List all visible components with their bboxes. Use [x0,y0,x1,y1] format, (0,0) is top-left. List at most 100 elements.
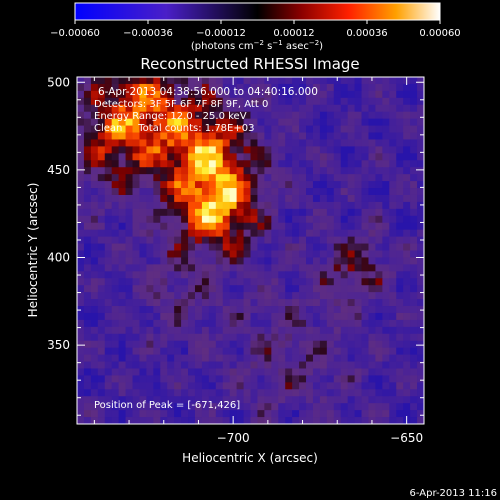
heatmap-cell [139,118,147,126]
heatmap-cell [340,271,349,279]
heatmap-cell [146,160,154,168]
heatmap-cell [271,97,279,106]
heatmap-cell [97,326,106,335]
heatmap-cell [340,333,349,342]
heatmap-cell [83,271,92,279]
heatmap-cell [125,403,133,411]
heatmap-cell [83,77,92,85]
heatmap-cell [312,410,321,418]
heatmap-cell [368,153,376,161]
heatmap-cell [104,160,113,168]
heatmap-cell [396,333,404,342]
heatmap-cell [83,104,92,113]
heatmap-cell [194,97,203,106]
heatmap-cell [208,146,217,154]
heatmap-cell [264,167,272,175]
heatmap-cell [132,104,140,113]
heatmap-cell [354,236,362,244]
heatmap-cell [375,417,383,424]
heatmap-cell [201,333,210,342]
heatmap-cell [111,257,120,265]
heatmap-cell [333,125,342,133]
heatmap-cell [132,250,140,258]
heatmap-cell [403,236,411,244]
heatmap-cell [201,215,210,224]
heatmap-cell [139,167,147,175]
heatmap-cell [194,410,203,418]
heatmap-cell [375,146,383,154]
heatmap-cell [417,264,424,272]
heatmap-cell [333,312,342,321]
heatmap-cell [271,278,279,286]
heatmap-cell [188,354,196,362]
heatmap-cell [264,264,272,272]
heatmap-cell [111,222,120,231]
heatmap-cell [417,250,424,258]
heatmap-cell [375,333,383,342]
heatmap-cell [389,139,397,147]
heatmap-cell [299,222,307,231]
heatmap-cell [354,326,362,335]
heatmap-cell [77,90,85,99]
heatmap-cell [326,104,335,113]
heatmap-cell [285,410,293,418]
heatmap-cell [125,153,133,161]
heatmap-cell [174,250,182,258]
heatmap-cell [312,90,321,99]
heatmap-cell [278,118,286,126]
heatmap-cell [250,278,258,286]
heatmap-cell [139,97,147,106]
heatmap-cell [132,111,140,120]
heatmap-cell [153,292,161,300]
heatmap-cell [285,382,293,390]
y-axis-label: Heliocentric Y (arcsec) [26,183,40,318]
heatmap-cell [97,417,106,424]
heatmap-cell [382,188,390,196]
heatmap-cell [188,403,196,411]
heatmap-cell [243,153,251,161]
heatmap-cell [292,236,300,244]
heatmap-cell [208,396,217,404]
heatmap-cell [90,208,99,217]
heatmap-cell [160,188,168,196]
heatmap-cell [111,368,120,376]
heatmap-cell [208,340,217,349]
heatmap-cell [236,83,244,92]
heatmap-cell [375,243,383,251]
heatmap-cell [118,347,126,355]
heatmap-cell [354,83,362,92]
heatmap-cell [410,132,418,140]
heatmap-cell [229,188,238,196]
heatmap-cell [243,174,251,182]
heatmap-cell [326,410,335,418]
heatmap-cell [264,340,272,349]
colorbar: −0.00060 −0.00036 −0.00012 0.00012 0.00036 0.… [50,2,461,52]
heatmap-cell [333,236,342,244]
heatmap-cell [285,306,293,314]
heatmap-cell [312,146,321,154]
heatmap-cell [146,132,154,140]
heatmap-cell [77,403,85,411]
heatmap-cell [403,111,411,120]
heatmap-cell [77,167,85,175]
heatmap-cell [139,264,147,272]
heatmap-cell [229,319,238,328]
heatmap-cell [257,111,265,120]
heatmap-cell [97,111,106,120]
heatmap-cell [243,319,251,328]
heatmap-cell [167,389,175,397]
heatmap-cell [222,153,231,161]
heatmap-cell [368,340,376,349]
heatmap-cell [139,139,147,147]
heatmap-cell [319,97,328,106]
heatmap-cell [194,243,203,251]
heatmap-cell [368,222,376,231]
heatmap-cell [222,118,231,126]
heatmap-cell [222,306,231,314]
heatmap-cell [188,77,196,85]
heatmap-cell [243,347,251,355]
heatmap-cell [375,285,383,293]
heatmap-cell [188,278,196,286]
heatmap-cell [389,201,397,210]
heatmap-cell [215,403,224,411]
